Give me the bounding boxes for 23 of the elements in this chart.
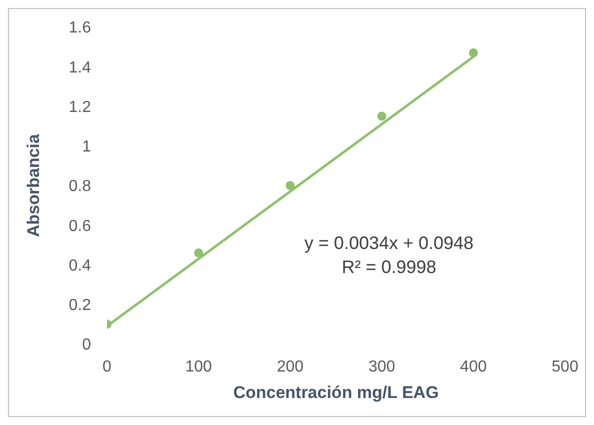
y-tick-label: 1.2 — [68, 98, 92, 116]
y-tick-label: 1 — [82, 138, 92, 156]
y-tick-label: 0.4 — [68, 257, 92, 274]
y-tick-label: 0.2 — [68, 297, 92, 314]
x-tick-label: 500 — [552, 358, 578, 376]
x-tick-label: 400 — [460, 358, 487, 376]
point — [377, 112, 386, 121]
y-axis-title: Absorbancia — [24, 133, 44, 237]
point — [468, 48, 478, 58]
x-axis-title: Concentración mg/L EAG — [233, 383, 439, 402]
x-tick-label: 200 — [276, 358, 304, 376]
y-tick-label: 1.4 — [68, 59, 92, 76]
annotation: y = 0.0034x + 0.0948 — [303, 232, 475, 255]
annotation: R² = 0.9998 — [340, 256, 438, 279]
x-tick-label: 100 — [185, 358, 212, 376]
point — [286, 180, 295, 190]
y-tick-label: 0.8 — [68, 178, 92, 196]
point — [194, 248, 204, 258]
y-tick-label: 1.6 — [68, 20, 92, 37]
y-tick-label: 0.6 — [68, 218, 92, 235]
x-tick-label: 300 — [368, 358, 396, 376]
x-tick-label: 0 — [102, 358, 112, 376]
y-tick-label: 0 — [82, 336, 92, 354]
